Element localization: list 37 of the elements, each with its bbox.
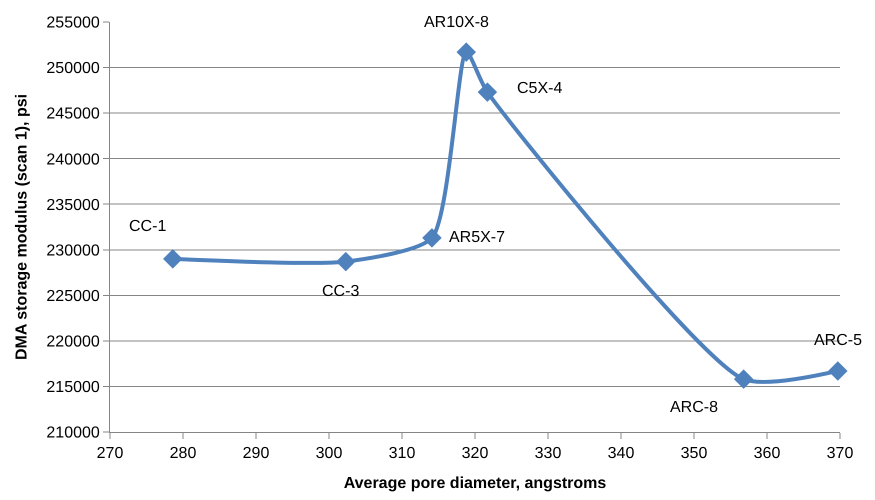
- x-tick-label: 330: [534, 445, 562, 462]
- annotation: CC-1: [129, 218, 166, 235]
- y-axis-title: DMA storage modulus (scan 1), psi: [13, 94, 30, 360]
- y-tick-label: 230000: [46, 242, 100, 260]
- annotation: CC-3: [322, 283, 360, 300]
- y-tick-label: 240000: [46, 151, 100, 168]
- annotation: ARC-5: [814, 332, 862, 349]
- point: [828, 361, 848, 381]
- x-tick-label: 280: [170, 445, 196, 462]
- y-tick-label: 220000: [46, 333, 100, 350]
- point: [478, 82, 498, 102]
- x-tick-label: 320: [462, 445, 488, 462]
- x-tick-label: 360: [754, 445, 780, 462]
- annotation: AR10X-8: [424, 14, 490, 31]
- annotation: ARC-8: [670, 399, 718, 416]
- y-tick-label: 255000: [46, 14, 100, 32]
- x-tick-label: 300: [316, 445, 342, 462]
- annotation: C5X-4: [517, 80, 562, 97]
- x-tick-label: 270: [96, 445, 124, 462]
- point: [163, 249, 183, 269]
- x-tick-label: 350: [680, 445, 708, 462]
- x-axis-title: Average pore diameter, angstroms: [344, 474, 606, 492]
- y-tick-label: 210000: [46, 424, 100, 442]
- y-tick-label: 235000: [46, 196, 100, 214]
- y-tick-label: 250000: [46, 60, 100, 78]
- y-tick-label: 245000: [46, 106, 100, 123]
- x-tick-label: 310: [388, 445, 416, 462]
- x-tick-label: 290: [242, 445, 270, 462]
- point: [734, 369, 754, 389]
- point: [422, 228, 442, 248]
- y-tick-label: 225000: [46, 288, 100, 305]
- point: [336, 252, 356, 272]
- point: [456, 42, 476, 62]
- x-tick-label: 340: [608, 445, 634, 462]
- x-tick-label: 370: [826, 445, 854, 462]
- y-tick-label: 215000: [46, 379, 100, 396]
- annotation: AR5X-7: [449, 229, 506, 246]
